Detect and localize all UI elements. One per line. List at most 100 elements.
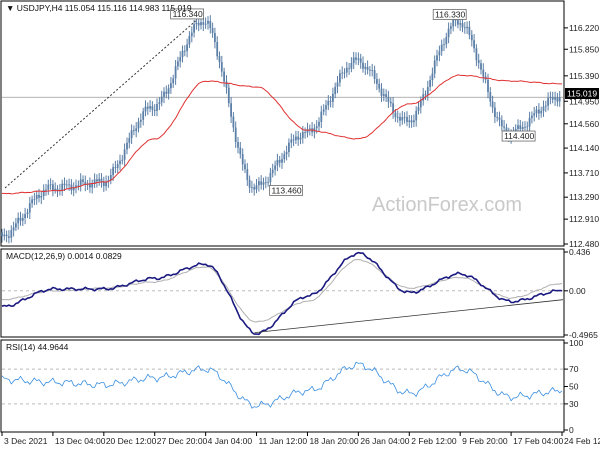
candle-body	[535, 109, 538, 114]
candle-body	[325, 105, 327, 110]
candle-body	[216, 42, 219, 57]
candle-body	[38, 194, 40, 198]
rsi-panel-frame	[0, 339, 565, 433]
candle-body	[452, 19, 455, 27]
candle-body	[227, 87, 230, 104]
rsi-header: RSI(14) 44.9644	[6, 342, 69, 352]
candle-body	[230, 103, 232, 117]
candle-body	[68, 184, 70, 186]
candle-body	[151, 106, 154, 110]
candle-body	[17, 217, 20, 224]
candle-body	[262, 182, 265, 185]
candle-body	[63, 183, 66, 186]
candle-body	[232, 116, 235, 128]
rsi-tick-label: 0	[569, 425, 574, 435]
candle-body	[315, 126, 318, 129]
x-tick-label: 11 Jan 12:00	[259, 436, 308, 446]
candle-body	[269, 173, 272, 183]
candle-body	[329, 100, 332, 102]
candle-body	[540, 110, 543, 114]
candle-body	[551, 97, 554, 100]
candle-body	[299, 137, 302, 140]
candle-body	[498, 117, 501, 120]
macd-tick-label: 0.436	[569, 247, 591, 257]
current-price-tag-bg	[565, 88, 599, 99]
candle-body	[473, 40, 475, 49]
candle-body	[177, 61, 179, 67]
annotation-label: 116.330	[435, 10, 465, 20]
x-tick-label: 20 Dec 12:00	[106, 436, 157, 446]
annotation-box	[269, 185, 303, 196]
price-header: ▼ USDJPY,H4 115.054 115.116 114.983 115.…	[6, 3, 192, 13]
candle-body	[332, 93, 334, 102]
candle-body	[8, 236, 10, 238]
candle-body	[84, 181, 87, 185]
candle-body	[538, 109, 540, 114]
x-tick-label: 9 Feb 20:00	[462, 436, 508, 446]
moving-average-line	[2, 74, 562, 195]
candle-body	[21, 218, 24, 221]
annotation-box	[170, 8, 204, 20]
candle-body	[264, 182, 267, 184]
candle-body	[144, 106, 147, 112]
candle-body	[417, 107, 420, 111]
candle-body	[89, 183, 91, 188]
candle-body	[431, 73, 434, 80]
candle-body	[290, 139, 293, 143]
candle-body	[345, 67, 348, 73]
candle-body	[308, 128, 311, 130]
candle-body	[114, 167, 117, 168]
candle-body	[443, 44, 445, 46]
candle-body	[135, 128, 138, 131]
candle-body	[172, 78, 175, 84]
rsi-line	[1, 361, 563, 409]
candle-body	[556, 97, 559, 102]
candle-body	[322, 109, 325, 112]
candle-body	[255, 185, 258, 190]
candle-body	[214, 33, 216, 43]
price-header-marker: ▼	[6, 3, 17, 13]
current-price-tag: 115.019	[567, 89, 597, 99]
candle-body	[267, 182, 269, 183]
candle-body	[237, 142, 239, 148]
macd-signal-line	[1, 259, 563, 323]
candle-body	[35, 194, 38, 199]
candle-body	[109, 175, 112, 181]
candle-body	[544, 105, 547, 107]
candle-body	[491, 101, 494, 108]
candle-body	[489, 92, 492, 102]
candle-body	[503, 126, 505, 128]
candle-body	[47, 184, 50, 190]
candle-body	[139, 119, 142, 122]
candle-body	[137, 121, 140, 129]
candle-body	[239, 147, 242, 155]
candle-body	[285, 152, 288, 155]
candle-body	[339, 73, 341, 83]
candle-body	[350, 63, 353, 69]
candle-body	[318, 121, 320, 127]
candle-body	[248, 179, 251, 188]
candle-body	[320, 111, 323, 122]
candle-body	[153, 109, 156, 111]
candle-body	[450, 26, 452, 29]
candle-body	[517, 125, 519, 129]
candle-body	[401, 117, 404, 121]
candle-body	[223, 71, 225, 82]
candle-body	[327, 100, 330, 106]
candle-body	[3, 234, 6, 237]
x-tick-label: 4 Jan 04:00	[208, 436, 253, 446]
candle-body	[112, 167, 114, 176]
candle-body	[436, 55, 438, 61]
candle-body	[438, 51, 441, 56]
candle-body	[75, 185, 77, 188]
candle-body	[385, 94, 387, 97]
candle-body	[487, 79, 489, 93]
candle-body	[413, 120, 415, 123]
candle-body	[288, 142, 290, 152]
candle-body	[119, 160, 121, 165]
candle-body	[426, 87, 429, 95]
candle-body	[218, 56, 221, 63]
candle-body	[378, 83, 381, 89]
candle-body	[389, 101, 392, 104]
y-tick-label: 114.950	[569, 96, 599, 106]
